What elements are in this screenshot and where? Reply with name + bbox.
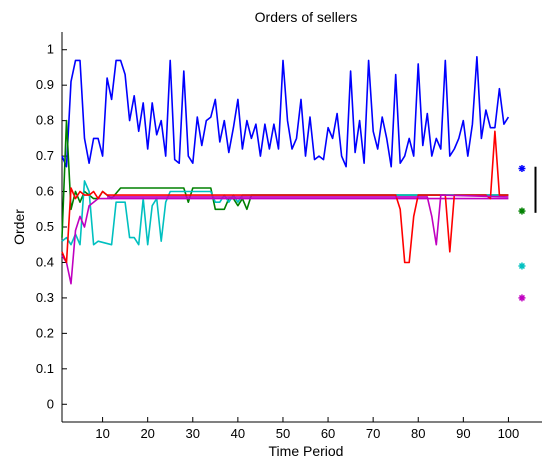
y-tick-label: 0.6	[36, 184, 54, 199]
x-tick-label: 50	[276, 426, 290, 441]
plot-background	[62, 32, 542, 422]
x-tick-label: 90	[456, 426, 470, 441]
x-axis-label: Time Period	[269, 443, 344, 459]
y-tick-label: 0.3	[36, 290, 54, 305]
x-tick-label: 70	[366, 426, 380, 441]
x-tick-label: 80	[411, 426, 425, 441]
x-tick-label: 20	[140, 426, 154, 441]
y-tick-label: 0.9	[36, 77, 54, 92]
x-tick-label: 100	[498, 426, 520, 441]
chart-title: Orders of sellers	[255, 9, 358, 25]
axis-ticks: 0 0.1 0.2 0.3 0.4 0.5 0.6 0.7 0.8 0.9 1 10 20 30 40 50 6…	[36, 42, 519, 441]
star-marker-1	[518, 165, 526, 172]
series-line-1	[61, 56, 510, 168]
series-line-2	[61, 119, 509, 238]
y-tick-label: 1	[47, 42, 54, 57]
marker-group	[518, 165, 537, 302]
series-group	[61, 56, 510, 285]
y-tick-label: 0.5	[36, 219, 54, 234]
x-tick-label: 10	[95, 426, 109, 441]
star-marker-3	[518, 262, 526, 270]
x-tick-label: 30	[186, 426, 200, 441]
x-tick-label: 40	[231, 426, 245, 441]
y-tick-label: 0.7	[36, 148, 54, 163]
x-tick-label: 60	[321, 426, 335, 441]
star-marker-2	[518, 207, 526, 215]
series-line-5	[61, 130, 509, 264]
series-line-6	[107, 194, 509, 246]
y-tick-label: 0	[47, 396, 54, 411]
y-tick-label: 0.4	[36, 254, 54, 269]
plot-area	[61, 32, 542, 423]
series-line-4	[61, 197, 509, 285]
y-tick-label: 0.8	[36, 113, 54, 128]
y-axis-label: Order	[11, 209, 27, 245]
y-tick-label: 0.1	[36, 361, 54, 376]
star-marker-4	[518, 294, 526, 302]
y-tick-label: 0.2	[36, 325, 54, 340]
